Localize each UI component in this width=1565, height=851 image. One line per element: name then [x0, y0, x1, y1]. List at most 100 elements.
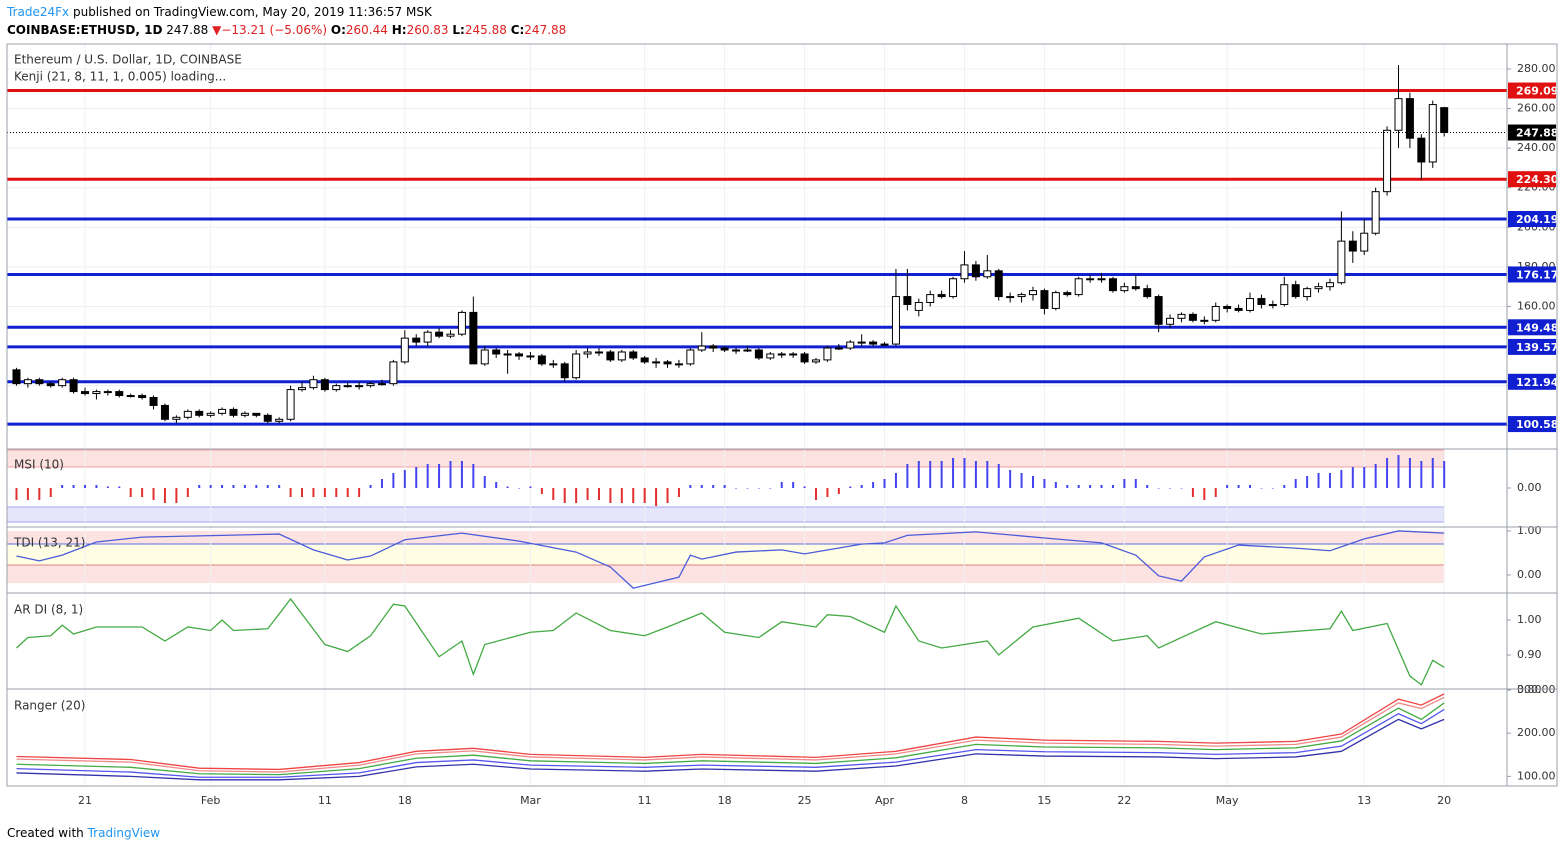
histogram-bar — [1328, 473, 1331, 488]
candle-body — [377, 383, 386, 386]
footer-brand: TradingView — [87, 826, 161, 840]
candle-body — [572, 353, 581, 379]
indicator-line — [16, 708, 1445, 778]
candle-body — [1040, 290, 1049, 309]
candle-body — [732, 349, 741, 352]
candle-body — [298, 387, 307, 391]
candle-body — [172, 416, 181, 420]
y-tick-label: 0.80 — [1517, 683, 1542, 696]
histogram-bar — [929, 461, 932, 488]
symbol-line: COINBASE:ETHUSD, 1D 247.88 ▼−13.21 (−5.0… — [7, 23, 566, 37]
candle-body — [594, 351, 603, 354]
footer: Created with TradingView — [7, 826, 160, 840]
candle-body — [1006, 296, 1015, 299]
histogram-bar — [335, 488, 338, 497]
candle-body — [1108, 278, 1117, 292]
candle-body — [195, 410, 204, 416]
histogram-bar — [1306, 476, 1309, 488]
ohlc-value: 245.88 — [465, 23, 507, 37]
chart-frame — [6, 43, 1558, 787]
histogram-bar — [1386, 458, 1389, 488]
candle-body — [309, 379, 318, 389]
histogram-bar — [552, 488, 555, 500]
candle-body — [1314, 286, 1323, 290]
histogram-bar — [221, 485, 224, 488]
histogram-bar — [1374, 464, 1377, 488]
candle-body — [457, 311, 466, 335]
histogram-bar — [780, 482, 783, 488]
candle-body — [789, 353, 798, 356]
frame — [6, 43, 1558, 787]
histogram-bar — [906, 464, 909, 488]
histogram-bar — [1408, 458, 1411, 488]
histogram-bar — [1317, 473, 1320, 488]
candle-body — [1063, 292, 1072, 296]
histogram-bar — [849, 486, 852, 488]
candle-body — [1303, 288, 1312, 298]
histogram-bar — [118, 486, 121, 488]
candle-body — [389, 361, 398, 385]
candle-body — [766, 353, 775, 359]
histogram-bar — [209, 485, 212, 488]
author: Trade24Fx — [6, 5, 69, 19]
candle-body — [560, 363, 569, 379]
candle-body — [81, 391, 90, 395]
candle-body — [994, 270, 1003, 298]
level-label: 176.17 — [1516, 268, 1558, 281]
price: 247.88 — [166, 23, 208, 37]
histogram-bar — [586, 488, 589, 500]
histogram-bar — [266, 485, 269, 488]
histogram-bar — [1180, 488, 1183, 489]
candle-body — [355, 385, 364, 388]
histogram-bar — [438, 464, 441, 488]
histogram-bar — [1214, 488, 1217, 497]
candle-body — [971, 264, 980, 278]
candle-body — [160, 404, 169, 420]
level-label: 121.94 — [1516, 376, 1559, 389]
candle-body — [1325, 282, 1334, 288]
candle-body — [1131, 286, 1140, 290]
histogram-bar — [1089, 485, 1092, 488]
y-tick-label: 0.00 — [1517, 568, 1542, 581]
histogram-bar — [1420, 461, 1423, 488]
histogram-bar — [38, 488, 41, 500]
histogram-bar — [1100, 485, 1103, 488]
histogram-bar — [163, 488, 166, 503]
candle-body — [1029, 290, 1038, 296]
histogram-bar — [26, 488, 29, 500]
histogram-bar — [700, 485, 703, 488]
histogram-bar — [449, 461, 452, 488]
histogram-bar — [1249, 485, 1252, 488]
histogram-bar — [358, 488, 361, 497]
candle-body — [1223, 305, 1232, 309]
ohlc-key: O: — [331, 23, 346, 37]
candle-body — [1086, 278, 1095, 281]
candle-body — [515, 353, 524, 357]
candle-body — [1017, 294, 1026, 298]
x-tick-label: Feb — [201, 794, 220, 807]
histogram-bar — [963, 458, 966, 488]
histogram-bar — [1431, 458, 1434, 488]
candle-body — [343, 385, 352, 388]
candle-body — [183, 410, 192, 418]
candle-body — [1120, 286, 1129, 292]
candle-body — [846, 341, 855, 349]
candle-body — [652, 361, 661, 364]
histogram-bar — [735, 488, 738, 489]
candle-body — [1188, 313, 1197, 321]
y-tick-label: 1.00 — [1517, 524, 1542, 537]
candle-body — [1257, 298, 1266, 305]
candle-body — [35, 379, 44, 385]
histogram-bar — [1146, 485, 1149, 488]
histogram-bar — [141, 488, 144, 497]
histogram-bar — [106, 486, 109, 488]
candle-body — [549, 363, 558, 366]
y-tick-label: 0.00 — [1517, 481, 1542, 494]
candle-body — [1383, 129, 1392, 193]
level-label-box — [1508, 338, 1556, 355]
candle-body — [583, 351, 592, 355]
candle-body — [332, 385, 341, 391]
candle-body — [320, 379, 329, 391]
histogram-bar — [1363, 467, 1366, 488]
histogram-bar — [997, 464, 1000, 488]
